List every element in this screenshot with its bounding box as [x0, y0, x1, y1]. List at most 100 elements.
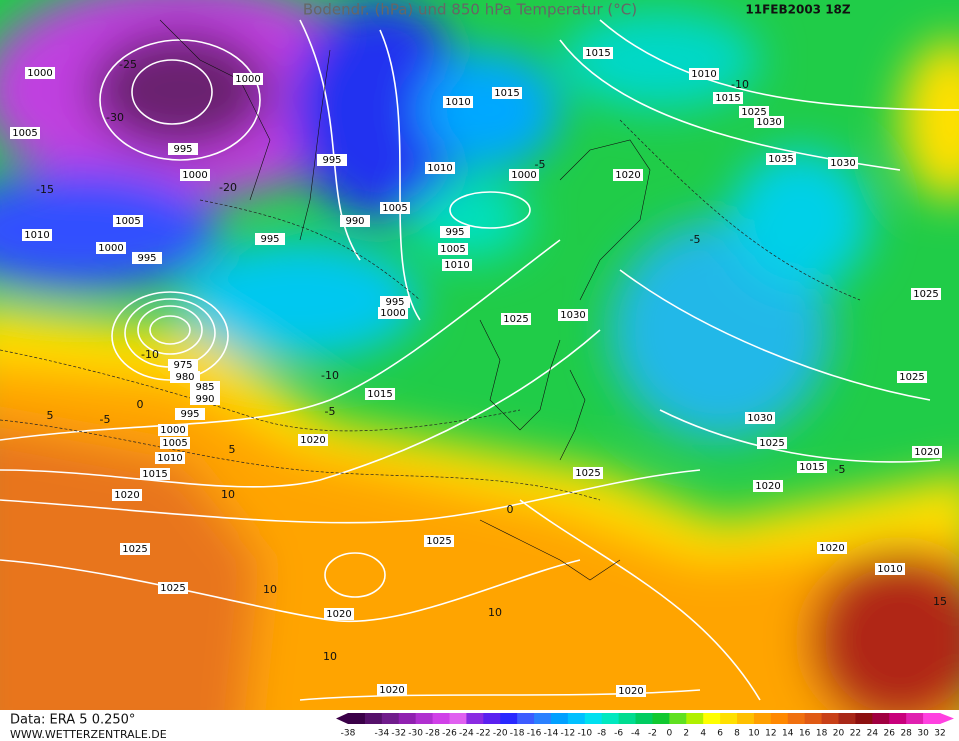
color-scale-label: -30 [408, 729, 423, 739]
isobar-label-box [298, 434, 328, 446]
temperature-label: 10 [263, 583, 277, 596]
color-bin [466, 713, 484, 724]
color-bin [550, 713, 569, 724]
color-bin [686, 713, 704, 724]
color-scale-label: 18 [816, 729, 828, 739]
isobar-label: 1000 [182, 170, 207, 181]
temperature-label: 0 [137, 398, 144, 411]
color-bin [415, 713, 434, 724]
color-bin [432, 713, 450, 724]
map-date: 11FEB2003 18Z [745, 3, 851, 17]
map-title: Bodendr. (hPa) und 850 hPa Temperatur (°… [303, 1, 637, 19]
isobar-label: 1015 [367, 389, 392, 400]
isobar-label-box [492, 87, 522, 99]
color-scale-label: -10 [577, 729, 592, 739]
temperature-label: -15 [36, 183, 54, 196]
color-bin [584, 713, 603, 724]
isobar-label-box [757, 437, 787, 449]
color-scale-label: -38 [341, 729, 356, 739]
isobar-label: 1025 [160, 583, 185, 594]
color-scale: -38 -34 -32 -30 -28 -26 -24 -22 -20 -18 -16 -14 -12-… [336, 713, 954, 739]
isobar-label: 1000 [235, 74, 260, 85]
color-bin [381, 713, 400, 724]
isobar-label-box [380, 202, 410, 214]
temperature-label: -10 [141, 348, 159, 361]
isobar-label: 1020 [379, 685, 404, 696]
isobar-label: 1005 [440, 244, 465, 255]
isobar-label: 995 [137, 253, 156, 264]
color-scale-label: -12 [561, 729, 576, 739]
isobar-label-box [255, 233, 285, 245]
isobar-label-box [440, 226, 470, 238]
color-scale-label: -20 [493, 729, 508, 739]
isobar-label-box [817, 542, 847, 554]
isobar-label: 1000 [98, 243, 123, 254]
color-scale-label: -24 [459, 729, 474, 739]
temperature-label: 5 [229, 443, 236, 456]
color-bin [906, 713, 924, 724]
isobar-label: 1030 [560, 310, 585, 321]
isobar-label-box [745, 412, 775, 424]
isobar-label: 1020 [326, 609, 351, 620]
color-scale-label: -8 [597, 729, 606, 739]
isobar-label-box [120, 543, 150, 555]
color-bin [838, 713, 856, 724]
color-bin [364, 713, 383, 724]
isobar-label: 1005 [115, 216, 140, 227]
isobar-label-box [158, 582, 188, 594]
isobar-label-box [180, 169, 210, 181]
temperature-label: -25 [119, 58, 137, 71]
isobar-label: 1025 [426, 536, 451, 547]
isobar-label-box [380, 296, 410, 308]
isobar-label-box [96, 242, 126, 254]
isobar-label-box [168, 143, 198, 155]
temperature-labels: -30-25-20-15-10-10-5-505510101015-10-5-5… [36, 58, 947, 663]
color-bin [398, 713, 417, 724]
isobar-label-box [912, 446, 942, 458]
color-bin [500, 713, 518, 724]
color-scale-label: 8 [734, 729, 740, 739]
isobar-label-box [573, 467, 603, 479]
isobar-label: 1010 [877, 564, 902, 575]
isobar-label-box [112, 489, 142, 501]
temperature-label: 0 [507, 503, 514, 516]
isobar-label: 1015 [715, 93, 740, 104]
isobar-label-box [501, 313, 531, 325]
isobar-label-box [233, 73, 263, 85]
isobar-label: 1010 [427, 163, 452, 174]
isobar-label: 1005 [12, 128, 37, 139]
isobar-label-box [443, 96, 473, 108]
isobar-label: 995 [173, 144, 192, 155]
isobar-label-box [425, 162, 455, 174]
isobar-label-box [10, 127, 40, 139]
isobar-label: 980 [175, 372, 194, 383]
color-bin [821, 713, 840, 724]
color-bin [348, 713, 366, 724]
isobar-label: 1015 [142, 469, 167, 480]
isobar-label-box [424, 535, 454, 547]
color-scale-label: -34 [374, 729, 389, 739]
isobar-label: 1020 [914, 447, 939, 458]
temperature-label: -5 [690, 233, 701, 246]
color-scale-label: -32 [391, 729, 406, 739]
isobar-label: 1010 [157, 453, 182, 464]
temperature-label: -10 [321, 369, 339, 382]
color-scale-label: -14 [544, 729, 559, 739]
isobar-label: 1020 [300, 435, 325, 446]
isobar-labels: 1000100010059951000100510101000995995995… [10, 47, 942, 697]
isobar-label: 1025 [899, 372, 924, 383]
isobar-label: 1005 [382, 203, 407, 214]
color-bin [517, 713, 535, 724]
temperature-label: -10 [731, 78, 749, 91]
isobar-label: 1025 [913, 289, 938, 300]
isobar-label-box [438, 243, 468, 255]
color-bin [889, 713, 907, 724]
temperature-label: -5 [100, 413, 111, 426]
color-scale-label: 26 [884, 729, 896, 739]
isobar-label-box [377, 684, 407, 696]
color-bin [534, 713, 552, 724]
color-scale-label: 12 [765, 729, 776, 739]
isobar-label-box [113, 215, 143, 227]
color-scale-label: 22 [850, 729, 861, 739]
